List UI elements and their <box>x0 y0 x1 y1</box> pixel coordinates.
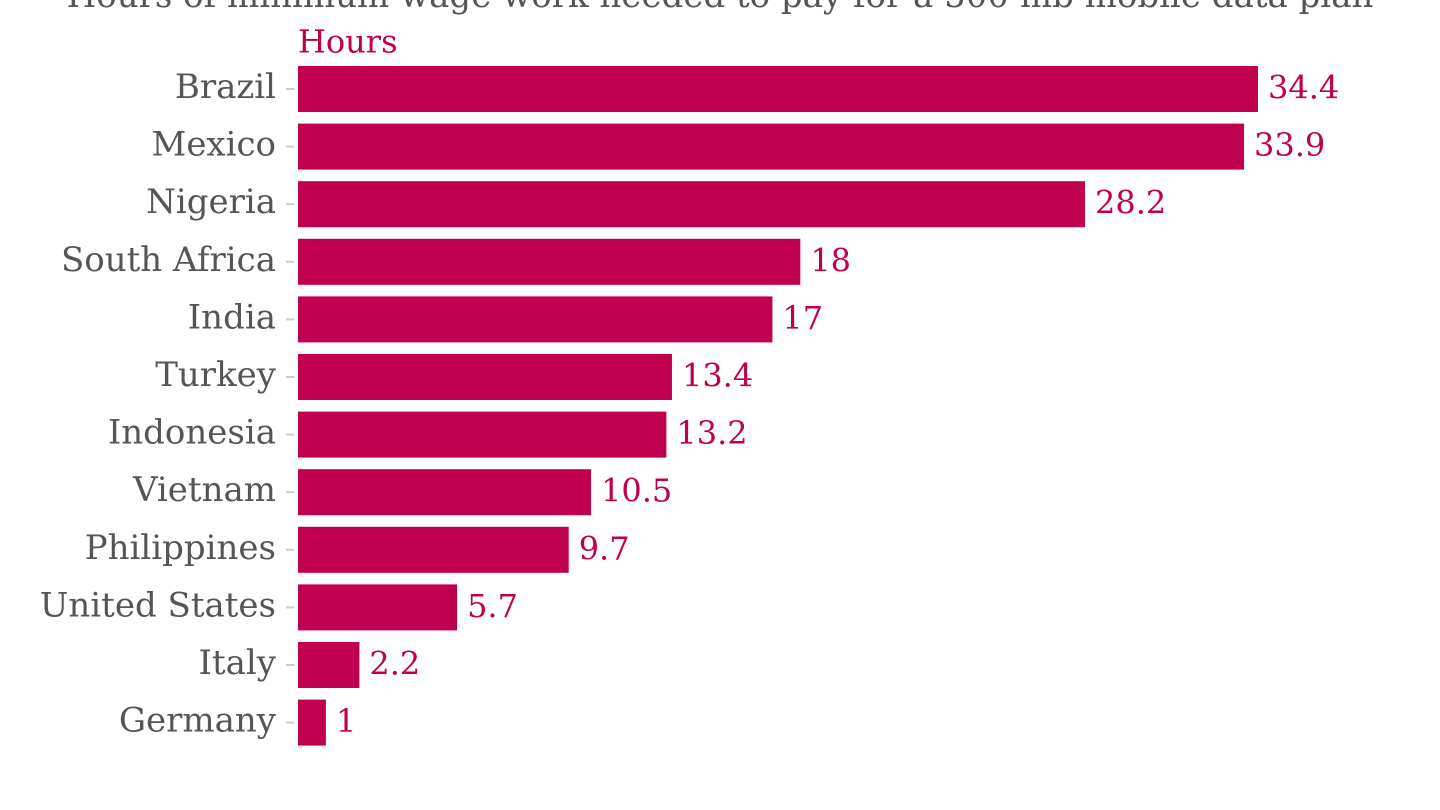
value-label: 28.2 <box>1095 184 1166 222</box>
value-label: 33.9 <box>1254 126 1325 164</box>
value-label: 13.4 <box>682 357 753 395</box>
bar <box>298 699 326 746</box>
y-tick-label: India <box>188 297 276 337</box>
bar <box>298 584 458 631</box>
y-tick-label: Philippines <box>85 528 276 568</box>
value-label: 17 <box>782 299 823 337</box>
value-label: 9.7 <box>579 529 630 567</box>
chart-title: Hours of minimum wage work needed to pay… <box>67 0 1374 16</box>
y-tick-label: Vietnam <box>132 470 276 510</box>
y-tick-label: Germany <box>119 701 277 741</box>
value-label: 1 <box>336 702 356 740</box>
value-label: 13.2 <box>676 414 747 452</box>
value-label: 5.7 <box>467 587 518 625</box>
bar <box>298 238 801 285</box>
bar <box>298 296 773 343</box>
y-tick-label: Italy <box>199 643 277 683</box>
bar <box>298 469 592 516</box>
y-tick-label: Mexico <box>152 125 277 165</box>
bar <box>298 123 1245 170</box>
bar <box>298 642 360 688</box>
y-tick-label: South Africa <box>61 240 276 280</box>
bar <box>298 181 1085 228</box>
bar <box>298 354 672 400</box>
axis-label: Hours <box>298 23 398 61</box>
bar <box>298 411 667 458</box>
y-tick-label: Nigeria <box>146 182 276 222</box>
y-tick-label: Turkey <box>155 355 277 395</box>
y-tick-label: United States <box>40 585 276 625</box>
value-label: 2.2 <box>369 645 420 683</box>
y-tick-label: Brazil <box>175 67 276 107</box>
bar <box>298 526 569 573</box>
value-label: 10.5 <box>601 472 672 510</box>
y-tick-label: Indonesia <box>108 413 276 453</box>
bar <box>298 66 1258 112</box>
value-label: 18 <box>810 241 851 279</box>
value-label: 34.4 <box>1268 69 1339 107</box>
